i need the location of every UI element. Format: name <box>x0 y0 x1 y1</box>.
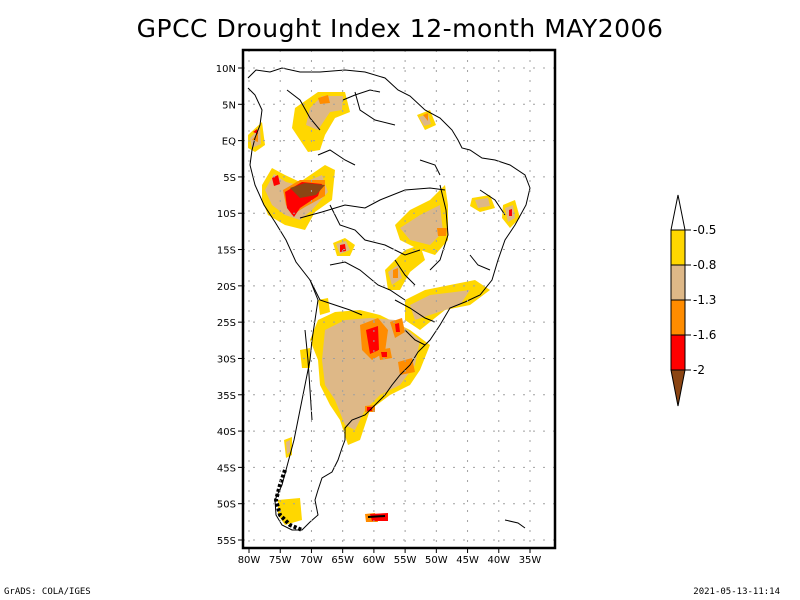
colorbar-label: -1.6 <box>693 328 716 342</box>
border-line <box>247 67 531 531</box>
border-line <box>394 299 436 323</box>
lat-tick-label: 45S <box>217 463 236 474</box>
lon-tick-label: 75W <box>269 555 292 566</box>
lat-tick-label: 10N <box>216 64 236 75</box>
drought-patch-orange <box>318 95 330 104</box>
colorbar-top-triangle <box>670 194 686 231</box>
colorbar-legend: -0.5 -0.8 -1.3 -1.6 -2 <box>670 194 716 407</box>
drought-patch-red <box>272 175 280 186</box>
border-line <box>394 259 416 286</box>
lat-tick-label: 15S <box>217 246 236 257</box>
border-line <box>419 159 441 176</box>
lat-tick-label: 10S <box>217 209 236 220</box>
drought-patch-tan <box>475 198 490 208</box>
border-line <box>299 187 446 219</box>
border-line <box>309 279 363 316</box>
drought-patch-brown <box>290 183 325 198</box>
lon-tick-label: 50W <box>425 555 448 566</box>
drought-patch-orange <box>437 228 447 236</box>
border-line <box>304 329 313 421</box>
lon-tick-label: 80W <box>238 555 261 566</box>
lat-tick-label: 40S <box>217 427 236 438</box>
drought-patch-tan <box>322 318 420 430</box>
footer-timestamp: 2021-05-13-11:14 <box>693 587 780 597</box>
drought-patch-red <box>367 407 372 411</box>
lat-tick-label: 5N <box>222 100 236 111</box>
lon-tick-label: 40W <box>487 555 510 566</box>
lat-tick-label: 5S <box>223 173 236 184</box>
chart-title: GPCC Drought Index 12-month MAY2006 <box>136 14 664 43</box>
colorbar-label: -2 <box>693 363 705 377</box>
lat-tick-label: EQ <box>222 137 236 148</box>
grid-lines <box>243 50 555 548</box>
drought-patch-yellow <box>278 498 302 525</box>
drought-patch-red <box>381 352 387 357</box>
colorbar-label: -0.8 <box>693 258 716 272</box>
lon-tick-label: 35W <box>519 555 542 566</box>
footer-credit: GrADS: COLA/IGES <box>4 587 91 597</box>
colorbar-segment <box>670 334 686 371</box>
drought-patch-orange <box>423 113 428 121</box>
lat-tick-label: 55S <box>217 536 236 547</box>
drought-patch-orange <box>393 268 398 278</box>
lon-tick-label: 60W <box>363 555 386 566</box>
drought-patch-tan <box>400 205 443 245</box>
lat-tick-label: 30S <box>217 354 236 365</box>
lon-tick-label: 70W <box>300 555 323 566</box>
drought-patch-tan <box>286 440 290 454</box>
drought-patch-yellow <box>318 298 330 315</box>
colorbar-segment <box>670 229 686 266</box>
border-line <box>429 184 449 271</box>
border-line <box>404 329 426 346</box>
border-line <box>329 204 421 256</box>
border-line <box>317 149 356 166</box>
falklands <box>367 515 386 518</box>
colorbar-segment <box>670 299 686 336</box>
map-frame <box>241 48 557 550</box>
lat-tick-label: 25S <box>217 318 236 329</box>
lat-tick-label: 35S <box>217 391 236 402</box>
drought-patch-orange <box>398 358 415 375</box>
border-line <box>329 261 406 301</box>
colorbar-bottom-triangle <box>670 369 686 407</box>
colorbar-label: -0.5 <box>693 223 716 237</box>
drought-patch-tan <box>410 290 470 320</box>
lat-tick-label: 50S <box>217 500 236 511</box>
lat-tick-label: 20S <box>217 282 236 293</box>
border-line <box>286 89 321 131</box>
drought-patch-red <box>509 209 512 216</box>
border-line <box>504 519 526 529</box>
border-line <box>342 89 381 101</box>
border-line <box>469 254 491 271</box>
lon-tick-label: 65W <box>331 555 354 566</box>
colorbar-label: -1.3 <box>693 293 716 307</box>
drought-patch-red <box>395 323 400 332</box>
colorbar-segment <box>670 264 686 301</box>
lon-tick-label: 45W <box>456 555 479 566</box>
coastline <box>247 67 531 532</box>
border-line <box>354 91 396 126</box>
axis-ticks: 10N 5N EQ 5S 10S 15S 20S 25S 30S 35S 40S 45S 50S 55S8… <box>216 64 542 566</box>
border-line <box>479 189 506 216</box>
drought-patch-red <box>366 326 379 354</box>
lon-tick-label: 55W <box>394 555 417 566</box>
